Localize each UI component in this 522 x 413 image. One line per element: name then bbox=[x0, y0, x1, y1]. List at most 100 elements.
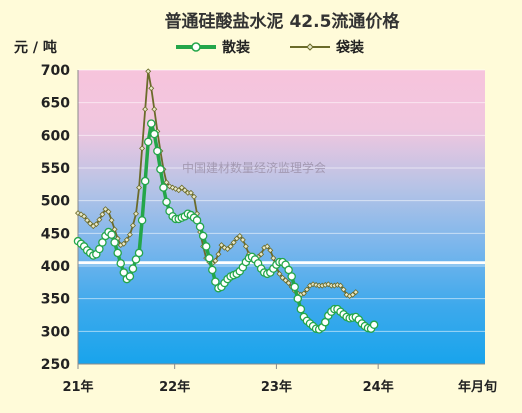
data-point bbox=[287, 272, 296, 281]
data-point bbox=[198, 231, 208, 241]
data-point bbox=[153, 146, 162, 156]
series-袋装 bbox=[75, 68, 359, 300]
data-point bbox=[150, 129, 159, 139]
data-point bbox=[258, 251, 265, 258]
data-point bbox=[201, 242, 211, 251]
data-point bbox=[303, 286, 310, 293]
data-point bbox=[145, 68, 152, 75]
data-point bbox=[93, 221, 100, 228]
legend-marker bbox=[306, 43, 314, 51]
data-point bbox=[215, 251, 222, 258]
data-point bbox=[224, 246, 231, 252]
data-point bbox=[282, 277, 289, 284]
data-point bbox=[110, 238, 119, 247]
data-point bbox=[78, 211, 85, 218]
legend-label: 袋装 bbox=[335, 39, 365, 56]
data-point bbox=[285, 280, 292, 286]
data-point bbox=[208, 265, 217, 275]
data-point bbox=[125, 272, 135, 281]
plot-area bbox=[78, 70, 485, 364]
data-point bbox=[270, 255, 277, 262]
data-point bbox=[113, 248, 122, 258]
y-tick-labels: 250 300 350 400 450 500 550 600 650 700 bbox=[41, 63, 70, 373]
y-tick-label: 300 bbox=[41, 324, 70, 340]
x-tick-labels: 21年 22年 23年 24年 bbox=[62, 364, 394, 395]
x-tick-label: 23年 bbox=[261, 379, 292, 395]
data-point bbox=[107, 230, 116, 239]
y-tick-label: 650 bbox=[41, 96, 70, 112]
data-point bbox=[108, 217, 115, 224]
data-point bbox=[140, 176, 150, 186]
x-tick-label: 24年 bbox=[363, 379, 394, 395]
data-point bbox=[81, 213, 88, 220]
data-point bbox=[276, 270, 283, 277]
data-point bbox=[187, 189, 194, 196]
data-point bbox=[349, 291, 356, 298]
data-point bbox=[337, 282, 344, 289]
data-point bbox=[142, 106, 149, 113]
y-tick-label: 450 bbox=[41, 226, 70, 242]
data-point bbox=[264, 243, 271, 250]
data-point bbox=[300, 290, 307, 297]
chart-title: 普通硅酸盐水泥 42.5流通价格 bbox=[165, 11, 401, 32]
data-point bbox=[102, 206, 109, 213]
data-point bbox=[126, 231, 133, 238]
y-tick-label: 700 bbox=[41, 63, 70, 79]
data-point bbox=[162, 197, 171, 207]
data-point bbox=[221, 244, 228, 251]
data-point bbox=[123, 236, 130, 243]
x-axis-label: 年月旬 bbox=[458, 379, 497, 395]
x-tick-label: 22年 bbox=[159, 379, 190, 395]
series-散装 bbox=[73, 119, 379, 334]
y-tick-label: 400 bbox=[41, 259, 70, 275]
data-point bbox=[296, 304, 306, 314]
x-tick-label: 21年 bbox=[62, 379, 93, 395]
data-point bbox=[212, 257, 219, 264]
data-point bbox=[128, 264, 138, 273]
data-point bbox=[290, 282, 299, 292]
legend: 散装 袋装 bbox=[176, 39, 365, 56]
data-point bbox=[159, 183, 168, 192]
data-point bbox=[134, 248, 144, 258]
data-point bbox=[205, 253, 214, 263]
data-point bbox=[230, 239, 237, 246]
watermark: 中国建材数量经济监理学会 bbox=[182, 160, 326, 175]
data-point bbox=[166, 183, 173, 190]
y-axis-label: 元 / 吨 bbox=[14, 39, 57, 56]
data-point bbox=[279, 274, 286, 281]
data-point bbox=[239, 236, 246, 243]
data-point bbox=[105, 208, 112, 215]
data-point bbox=[242, 243, 249, 250]
legend-marker bbox=[191, 42, 201, 52]
y-tick-label: 600 bbox=[41, 128, 70, 144]
data-point bbox=[352, 289, 359, 296]
data-point bbox=[233, 235, 240, 242]
y-tick-label: 250 bbox=[41, 357, 70, 373]
data-point bbox=[143, 137, 153, 147]
data-point bbox=[136, 184, 143, 191]
data-point bbox=[139, 145, 146, 152]
data-point bbox=[175, 187, 182, 194]
data-point bbox=[293, 294, 303, 303]
data-point bbox=[369, 320, 379, 330]
data-point bbox=[218, 242, 225, 249]
data-point bbox=[267, 247, 274, 254]
data-point bbox=[148, 85, 155, 92]
data-point bbox=[340, 286, 347, 293]
y-tick-label: 500 bbox=[41, 194, 70, 210]
data-point bbox=[129, 222, 136, 229]
data-point bbox=[96, 216, 103, 223]
data-point bbox=[191, 193, 197, 200]
data-point bbox=[178, 184, 185, 191]
data-point bbox=[181, 187, 188, 194]
data-point bbox=[84, 217, 91, 224]
data-point bbox=[151, 106, 158, 113]
axes bbox=[77, 70, 485, 365]
y-tick-label: 350 bbox=[41, 292, 70, 308]
data-point bbox=[156, 165, 165, 174]
data-point bbox=[325, 281, 332, 288]
data-point bbox=[133, 210, 139, 217]
series bbox=[73, 68, 379, 334]
